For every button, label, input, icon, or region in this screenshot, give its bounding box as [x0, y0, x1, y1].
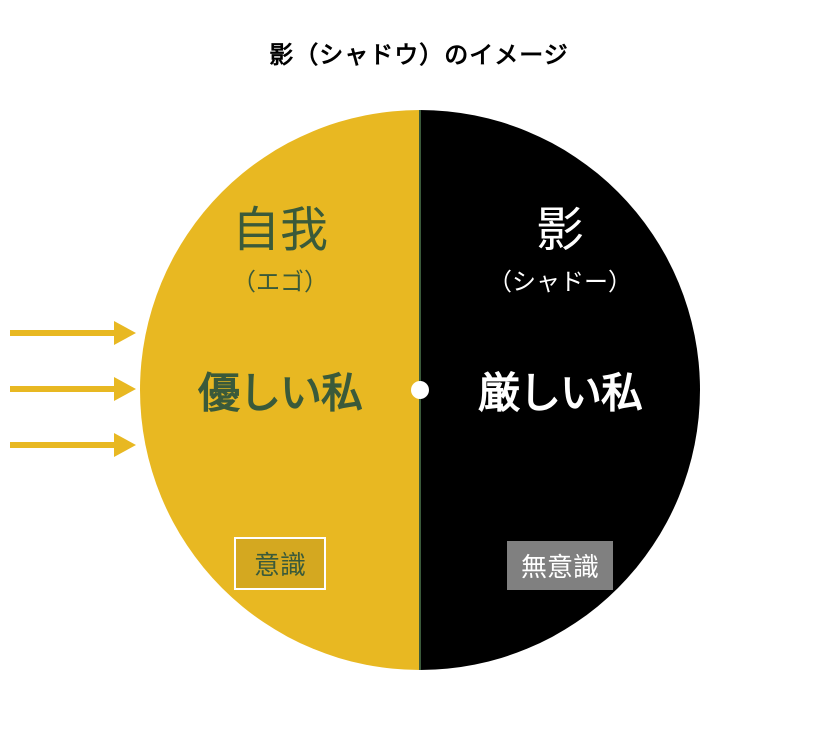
- left-middle-text: 優しい私: [140, 360, 420, 421]
- right-box: 無意識: [507, 541, 613, 590]
- right-box-label: 無意識: [521, 547, 599, 584]
- diagram-title: 影（シャドウ）のイメージ: [269, 35, 569, 70]
- right-title-main: 影: [420, 190, 700, 260]
- right-middle-text: 厳しい私: [420, 360, 700, 421]
- right-title-block: 影 （シャドー）: [420, 190, 700, 297]
- left-box-label: 意識: [254, 545, 306, 582]
- right-title-sub: （シャドー）: [420, 262, 700, 297]
- left-title-main: 自我: [140, 190, 420, 260]
- circle-diagram: 自我 （エゴ） 影 （シャドー） 優しい私 厳しい私 意識 無意識: [140, 110, 700, 670]
- left-title-sub: （エゴ）: [140, 262, 420, 297]
- arrow-icon: [10, 442, 120, 448]
- arrow-icon: [10, 330, 120, 336]
- arrow-icon: [10, 386, 120, 392]
- arrows-group: [10, 330, 120, 498]
- center-dot-icon: [411, 381, 429, 399]
- left-box: 意識: [234, 537, 326, 590]
- left-title-block: 自我 （エゴ）: [140, 190, 420, 297]
- circle: 自我 （エゴ） 影 （シャドー） 優しい私 厳しい私 意識 無意識: [140, 110, 700, 670]
